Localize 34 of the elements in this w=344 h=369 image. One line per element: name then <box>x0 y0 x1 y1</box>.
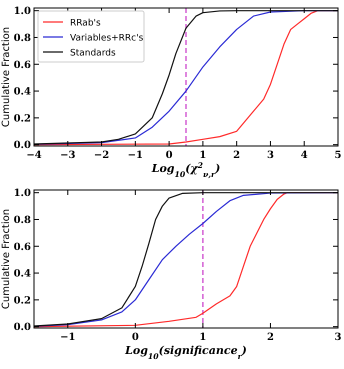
legend-label: Variables+RRc's <box>70 34 144 44</box>
x-tick-label: −3 <box>60 150 76 161</box>
y-tick-label: 0.0 <box>14 322 32 334</box>
x-tick-label: 1 <box>199 150 206 161</box>
y-tick-label: 0.6 <box>14 60 32 71</box>
y-tick-label: 0.0 <box>14 140 32 152</box>
y-tick-label: 0.4 <box>14 268 32 280</box>
y-axis-title: Cumulative Fraction <box>1 26 12 128</box>
x-tick-label: 5 <box>334 150 342 161</box>
y-tick-label: 0.4 <box>14 86 32 98</box>
x-tick-label: 1 <box>199 332 206 343</box>
x-tick-label: −4 <box>26 150 42 161</box>
y-tick-label: 1.0 <box>14 188 32 200</box>
y-tick-label: 0.6 <box>14 242 32 253</box>
x-axis-title: Log$_{10}$(χ$^{2}$$_{ν,r}$) <box>150 160 220 178</box>
y-tick-label: 0.2 <box>14 295 32 306</box>
y-axis-title: Cumulative Fraction <box>1 208 12 310</box>
y-tick-label: 0.8 <box>14 32 32 44</box>
x-tick-label: 2 <box>266 332 274 343</box>
x-tick-label: 2 <box>233 150 240 161</box>
x-tick-label: −1 <box>60 332 76 343</box>
legend-label: RRab's <box>70 18 102 28</box>
x-tick-label: 3 <box>334 332 342 343</box>
x-tick-label: 3 <box>266 150 274 161</box>
legend-label: Standards <box>70 48 116 58</box>
x-tick-label: −1 <box>128 150 144 161</box>
x-tick-label: 4 <box>300 150 308 161</box>
y-tick-label: 0.2 <box>14 113 32 124</box>
x-tick-label: −2 <box>94 150 110 161</box>
y-tick-label: 1.0 <box>14 6 32 18</box>
x-tick-label: 0 <box>132 332 139 343</box>
x-axis-title: Log$_{10}$(significance$_{r}$) <box>124 344 247 360</box>
x-tick-label: 0 <box>166 150 173 161</box>
y-tick-label: 0.8 <box>14 214 32 226</box>
